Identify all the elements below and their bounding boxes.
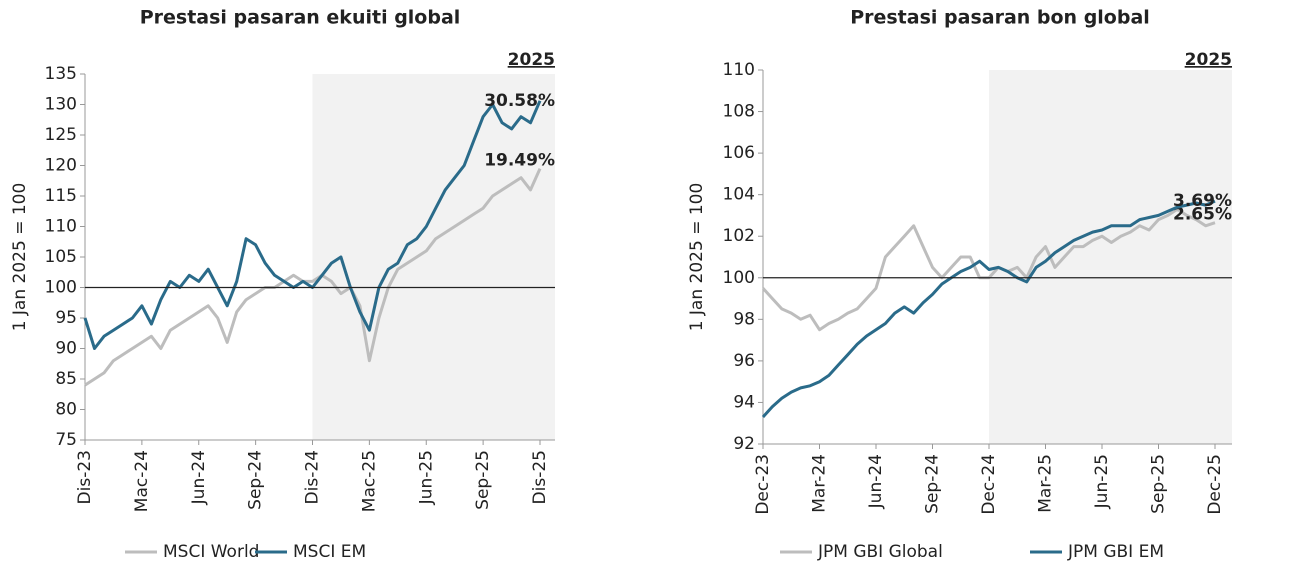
y-tick-label: 115 — [45, 186, 77, 206]
x-tick-label: Mar-24 — [810, 454, 830, 513]
period-heading: 2025 — [1185, 50, 1232, 70]
end-label: 30.58% — [484, 91, 555, 111]
series-line — [761, 199, 1216, 419]
y-tick-label: 102 — [723, 226, 755, 246]
y-tick-label: 85 — [55, 369, 77, 389]
y-tick-label: 80 — [55, 400, 77, 420]
x-tick-label: Mac-25 — [359, 450, 379, 512]
series-line — [84, 167, 542, 387]
y-tick-label: 135 — [45, 64, 77, 84]
y-tick-label: 100 — [723, 268, 755, 288]
legend-label: JPM GBI EM — [1067, 542, 1164, 562]
y-tick-label: 75 — [55, 430, 77, 450]
y-tick-label: 90 — [55, 339, 77, 359]
y-tick-label: 108 — [723, 102, 755, 122]
x-tick-label: Dec-25 — [1205, 454, 1225, 515]
x-tick-label: Sep-24 — [923, 454, 943, 514]
y-tick-label: 110 — [45, 217, 77, 237]
x-tick-label: Sep-25 — [1149, 454, 1169, 514]
y-tick-label: 104 — [723, 185, 755, 205]
y-tick-label: 106 — [723, 143, 755, 163]
x-tick-label: Dis-24 — [303, 450, 323, 504]
y-tick-label: 98 — [733, 309, 755, 329]
end-label: 19.49% — [484, 151, 555, 171]
x-tick-label: Jun-24 — [189, 450, 209, 505]
x-tick-label: Dis-25 — [530, 450, 550, 504]
x-tick-label: Jun-25 — [416, 450, 436, 505]
y-tick-label: 95 — [55, 308, 77, 328]
shaded-period — [312, 74, 555, 440]
y-tick-label: 105 — [45, 247, 77, 267]
x-tick-label: Mar-25 — [1036, 454, 1056, 513]
y-tick-label: 110 — [723, 60, 755, 80]
y-axis-label: 1 Jan 2025 = 100 — [10, 183, 30, 332]
x-tick-label: Mac-24 — [132, 450, 152, 512]
chart-title: Prestasi pasaran ekuiti global — [140, 7, 461, 29]
y-axis-label: 1 Jan 2025 = 100 — [687, 183, 707, 332]
end-label: 3.69% — [1173, 191, 1232, 211]
y-tick-label: 100 — [45, 278, 77, 298]
shaded-period — [989, 70, 1232, 444]
y-tick-label: 125 — [45, 125, 77, 145]
y-tick-label: 120 — [45, 156, 77, 176]
x-tick-label: Dec-24 — [979, 454, 999, 515]
x-tick-label: Dis-23 — [75, 450, 95, 504]
x-tick-label: Jun-24 — [866, 454, 886, 509]
legend-label: MSCI World — [163, 542, 259, 562]
x-tick-label: Dec-23 — [753, 454, 773, 515]
end-label: 2.65% — [1173, 205, 1232, 225]
chart-title: Prestasi pasaran bon global — [850, 7, 1150, 29]
legend-label: JPM GBI Global — [817, 542, 943, 562]
x-tick-label: Jun-25 — [1092, 454, 1112, 509]
x-tick-label: Sep-24 — [246, 450, 266, 510]
period-heading: 2025 — [508, 50, 555, 70]
legend-label: MSCI EM — [293, 542, 366, 562]
y-tick-label: 130 — [45, 95, 77, 115]
x-tick-label: Sep-25 — [473, 450, 493, 510]
y-tick-label: 92 — [733, 434, 755, 454]
y-tick-label: 96 — [733, 351, 755, 371]
y-tick-label: 94 — [733, 392, 755, 412]
